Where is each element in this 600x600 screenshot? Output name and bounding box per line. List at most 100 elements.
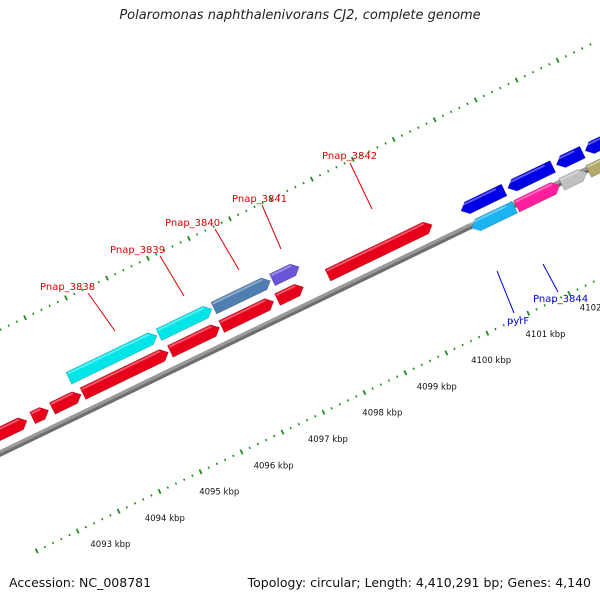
gene-arrow[interactable] xyxy=(274,283,304,306)
scale-tick xyxy=(51,541,55,545)
label-leader-line xyxy=(87,292,116,332)
scale-tick xyxy=(248,446,251,450)
scale-tick xyxy=(256,442,260,446)
scale-tick xyxy=(48,304,51,308)
gene-arrow[interactable] xyxy=(506,160,557,192)
scale-tick xyxy=(253,205,256,209)
gene-arrow[interactable] xyxy=(554,145,586,168)
scale-tick xyxy=(64,295,68,301)
scale-tick xyxy=(523,74,526,78)
gene-arrow[interactable] xyxy=(218,298,275,333)
scale-tick xyxy=(114,272,117,276)
gene-arrow[interactable] xyxy=(459,183,508,215)
scale-tick xyxy=(171,245,174,248)
scale-labels: 4093 kbp 4094 kbp 4095 kbp 4096 kbp 4097 kbp… xyxy=(90,304,600,550)
scale-tick xyxy=(412,367,415,371)
gene-label[interactable]: Pnap_3841 xyxy=(232,194,287,205)
scale-tick xyxy=(564,55,567,58)
gene-label[interactable]: Pnap_3839 xyxy=(110,245,165,256)
scale-tick xyxy=(572,51,576,54)
gene-arrow[interactable] xyxy=(513,182,561,213)
scale-tick xyxy=(146,255,150,261)
gene-label[interactable]: Pnap_3838 xyxy=(40,282,95,293)
scale-tick xyxy=(507,82,510,86)
gene-label[interactable]: pyrF xyxy=(507,316,529,327)
label-leader-line xyxy=(542,263,559,293)
scale-tick xyxy=(417,126,420,129)
gene-arrow[interactable] xyxy=(324,221,433,282)
scale-tick xyxy=(330,407,333,410)
scale-tick xyxy=(84,525,88,529)
scale-tick xyxy=(494,327,497,331)
gene-label[interactable]: Pnap_3842 xyxy=(322,151,377,162)
scale-tick xyxy=(166,486,169,489)
gene-arrow[interactable] xyxy=(48,391,82,415)
scale-tick xyxy=(40,308,43,312)
gene-arrow[interactable] xyxy=(155,305,213,342)
scale-tick xyxy=(531,70,535,74)
scale-tick xyxy=(432,117,437,123)
scale-tick xyxy=(125,506,128,509)
scale-label: 4099 kbp xyxy=(417,382,457,392)
gene-arrow[interactable] xyxy=(585,148,600,178)
scale-tick xyxy=(592,280,595,283)
scale-tick xyxy=(245,209,248,213)
scale-tick xyxy=(518,315,522,319)
scale-label: 4095 kbp xyxy=(199,488,239,498)
scale-tick xyxy=(204,229,207,232)
scale-tick xyxy=(261,201,264,205)
gene-arrow[interactable] xyxy=(0,417,28,448)
scale-tick xyxy=(34,548,39,554)
scale-tick xyxy=(75,528,80,534)
scale-tick xyxy=(581,47,584,50)
scale-tick xyxy=(543,304,546,307)
scale-tick xyxy=(403,370,408,376)
scale-tick xyxy=(499,86,502,90)
scale-tick xyxy=(286,189,289,193)
scale-tick xyxy=(212,225,215,228)
gene-arrow[interactable] xyxy=(29,407,49,425)
scale-tick xyxy=(183,478,186,481)
scale-tick xyxy=(294,185,297,189)
scale-tick xyxy=(191,474,194,477)
scale-tick xyxy=(368,150,371,153)
scale-tick xyxy=(23,315,27,321)
scale-tick xyxy=(289,426,292,430)
scale-tick xyxy=(43,545,47,549)
gene-arrow[interactable] xyxy=(268,263,300,287)
scale-label: 4102 kbp xyxy=(580,304,600,314)
gene-arrow[interactable] xyxy=(470,200,519,232)
scale-tick xyxy=(130,264,133,268)
gene-arrow[interactable] xyxy=(65,332,158,385)
scale-tick xyxy=(420,363,423,367)
scale-tick xyxy=(68,533,71,537)
label-leader-line xyxy=(349,162,373,210)
gene-arrow[interactable] xyxy=(583,127,600,154)
scale-tick xyxy=(97,280,100,284)
scale-tick xyxy=(453,347,456,351)
scale-tick xyxy=(391,136,396,143)
gene-arrow[interactable] xyxy=(167,324,221,358)
gene-arrow[interactable] xyxy=(79,349,169,400)
scale-tick xyxy=(60,537,63,541)
scale-label: 4093 kbp xyxy=(90,540,130,550)
scale-tick xyxy=(32,312,35,316)
gene-label[interactable]: Pnap_3844 xyxy=(533,294,588,305)
scale-tick xyxy=(514,77,519,83)
upper-tick-track xyxy=(0,43,592,331)
scale-tick xyxy=(305,418,309,422)
scale-tick xyxy=(101,517,104,521)
gene-arrow[interactable] xyxy=(558,169,588,191)
scale-tick xyxy=(400,134,404,137)
scale-tick xyxy=(81,288,84,292)
gene-label[interactable]: Pnap_3840 xyxy=(165,218,220,229)
scale-tick xyxy=(314,414,317,418)
scale-tick xyxy=(56,300,59,304)
scale-tick xyxy=(458,106,461,110)
gene-arrow[interactable] xyxy=(210,277,271,315)
scale-tick xyxy=(273,434,276,438)
scale-tick xyxy=(567,290,572,297)
label-leader-line xyxy=(159,255,185,297)
genome-summary: Topology: circular; Length: 4,410,291 bp… xyxy=(247,575,591,590)
scale-tick xyxy=(548,62,551,66)
